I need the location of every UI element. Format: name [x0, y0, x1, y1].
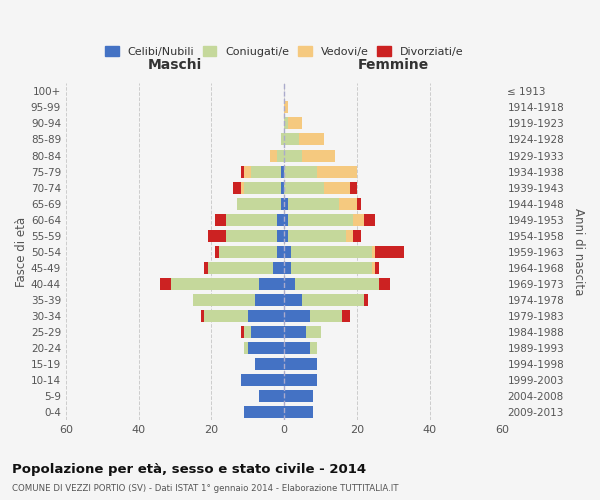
- Text: COMUNE DI VEZZI PORTIO (SV) - Dati ISTAT 1° gennaio 2014 - Elaborazione TUTTITAL: COMUNE DI VEZZI PORTIO (SV) - Dati ISTAT…: [12, 484, 398, 493]
- Bar: [306, 326, 320, 338]
- Bar: [244, 406, 284, 418]
- Bar: [284, 166, 317, 177]
- Bar: [251, 166, 281, 177]
- Bar: [310, 342, 317, 354]
- Bar: [277, 246, 284, 258]
- Bar: [255, 358, 284, 370]
- Bar: [302, 150, 335, 162]
- Bar: [284, 358, 317, 370]
- Bar: [233, 182, 241, 194]
- Bar: [371, 262, 375, 274]
- Bar: [204, 262, 208, 274]
- Bar: [324, 182, 350, 194]
- Bar: [284, 198, 288, 209]
- Bar: [350, 182, 357, 194]
- Bar: [295, 278, 379, 290]
- Bar: [284, 150, 302, 162]
- Bar: [281, 166, 284, 177]
- Bar: [364, 294, 368, 306]
- Bar: [310, 310, 343, 322]
- Bar: [317, 166, 357, 177]
- Bar: [353, 214, 364, 226]
- Bar: [339, 198, 357, 209]
- Bar: [226, 230, 277, 241]
- Bar: [302, 294, 364, 306]
- Bar: [244, 326, 251, 338]
- Bar: [284, 310, 310, 322]
- Bar: [244, 182, 281, 194]
- Bar: [244, 166, 251, 177]
- Bar: [248, 342, 284, 354]
- Text: Maschi: Maschi: [148, 58, 202, 72]
- Bar: [193, 294, 255, 306]
- Bar: [346, 230, 353, 241]
- Bar: [208, 230, 226, 241]
- Bar: [284, 326, 306, 338]
- Bar: [284, 294, 302, 306]
- Bar: [244, 342, 248, 354]
- Legend: Celibi/Nubili, Coniugati/e, Vedovi/e, Divorziati/e: Celibi/Nubili, Coniugati/e, Vedovi/e, Di…: [101, 42, 467, 62]
- Bar: [284, 406, 313, 418]
- Bar: [215, 246, 219, 258]
- Y-axis label: Fasce di età: Fasce di età: [15, 216, 28, 287]
- Y-axis label: Anni di nascita: Anni di nascita: [572, 208, 585, 296]
- Bar: [241, 374, 284, 386]
- Bar: [284, 118, 288, 130]
- Bar: [284, 390, 313, 402]
- Bar: [288, 230, 346, 241]
- Bar: [284, 278, 295, 290]
- Bar: [277, 230, 284, 241]
- Bar: [357, 198, 361, 209]
- Bar: [379, 278, 390, 290]
- Bar: [288, 214, 353, 226]
- Bar: [292, 246, 371, 258]
- Bar: [284, 246, 292, 258]
- Bar: [259, 390, 284, 402]
- Bar: [248, 310, 284, 322]
- Bar: [284, 182, 324, 194]
- Bar: [241, 326, 244, 338]
- Bar: [284, 374, 317, 386]
- Bar: [288, 198, 339, 209]
- Bar: [375, 246, 404, 258]
- Bar: [277, 214, 284, 226]
- Bar: [284, 214, 288, 226]
- Bar: [160, 278, 172, 290]
- Bar: [219, 246, 277, 258]
- Bar: [215, 214, 226, 226]
- Bar: [255, 294, 284, 306]
- Bar: [277, 150, 284, 162]
- Text: Femmine: Femmine: [358, 58, 429, 72]
- Bar: [343, 310, 350, 322]
- Bar: [172, 278, 259, 290]
- Bar: [204, 310, 248, 322]
- Bar: [241, 182, 244, 194]
- Bar: [237, 198, 281, 209]
- Bar: [299, 134, 324, 145]
- Bar: [259, 278, 284, 290]
- Bar: [292, 262, 371, 274]
- Bar: [274, 262, 284, 274]
- Text: Popolazione per età, sesso e stato civile - 2014: Popolazione per età, sesso e stato civil…: [12, 462, 366, 475]
- Bar: [281, 134, 284, 145]
- Bar: [284, 342, 310, 354]
- Bar: [251, 326, 284, 338]
- Bar: [208, 262, 274, 274]
- Bar: [281, 198, 284, 209]
- Bar: [226, 214, 277, 226]
- Bar: [353, 230, 361, 241]
- Bar: [364, 214, 375, 226]
- Bar: [284, 230, 288, 241]
- Bar: [200, 310, 204, 322]
- Bar: [288, 118, 302, 130]
- Bar: [375, 262, 379, 274]
- Bar: [284, 102, 288, 114]
- Bar: [241, 166, 244, 177]
- Bar: [371, 246, 375, 258]
- Bar: [284, 134, 299, 145]
- Bar: [281, 182, 284, 194]
- Bar: [269, 150, 277, 162]
- Bar: [284, 262, 292, 274]
